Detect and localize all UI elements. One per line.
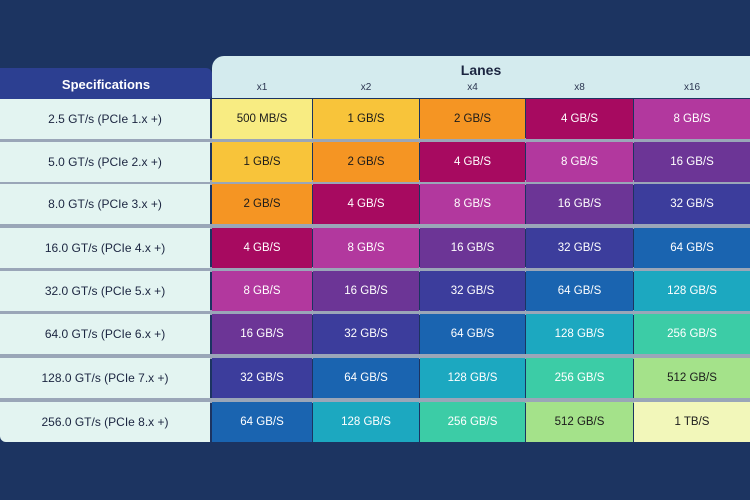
bandwidth-cell: 8 GB/S [212,271,312,311]
bandwidth-cell: 16 GB/S [634,142,750,182]
spec-cell: 32.0 GT/s (PCIe 5.x +) [0,271,210,311]
bandwidth-cell: 16 GB/S [526,184,633,224]
bandwidth-cell: 4 GB/S [313,184,419,224]
bandwidth-cell: 128 GB/S [634,271,750,311]
bandwidth-cell: 128 GB/S [420,358,525,398]
row-separator [0,354,750,359]
bandwidth-cell: 4 GB/S [212,228,312,268]
bandwidth-cell: 2 GB/S [313,142,419,182]
bandwidth-cell: 4 GB/S [420,142,525,182]
lane-label-x2: x2 [360,82,372,93]
bandwidth-cell: 512 GB/S [634,358,750,398]
bandwidth-cell: 4 GB/S [526,99,633,139]
lanes-title: Lanes [460,62,502,78]
bandwidth-cell: 8 GB/S [313,228,419,268]
lanes-header: Lanes [212,56,750,98]
bandwidth-cell: 2 GB/S [420,99,525,139]
specifications-header: Specifications [0,68,212,100]
bandwidth-cell: 32 GB/S [420,271,525,311]
lane-label-x4: x4 [467,82,478,93]
bandwidth-cell: 32 GB/S [313,314,419,354]
bandwidth-cell: 64 GB/S [212,402,312,442]
spec-cell: 64.0 GT/s (PCIe 6.x +) [0,314,210,354]
row-separator [0,138,750,143]
bandwidth-cell: 16 GB/S [420,228,525,268]
bandwidth-cell: 256 GB/S [634,314,750,354]
bandwidth-cell: 512 GB/S [526,402,633,442]
bandwidth-cell: 64 GB/S [313,358,419,398]
spec-cell: 256.0 GT/s (PCIe 8.x +) [0,402,210,442]
bandwidth-cell: 16 GB/S [313,271,419,311]
bandwidth-cell: 32 GB/S [634,184,750,224]
bandwidth-cell: 256 GB/S [420,402,525,442]
bandwidth-cell: 8 GB/S [526,142,633,182]
bandwidth-cell: 500 MB/S [212,99,312,139]
bandwidth-cell: 8 GB/S [420,184,525,224]
row-separator [0,267,750,272]
bandwidth-cell: 256 GB/S [526,358,633,398]
bandwidth-cell: 2 GB/S [212,184,312,224]
bandwidth-cell: 1 GB/S [212,142,312,182]
bandwidth-cell: 1 TB/S [634,402,750,442]
spec-cell: 8.0 GT/s (PCIe 3.x +) [0,184,210,224]
bandwidth-cell: 8 GB/S [634,99,750,139]
row-separator [0,180,750,185]
lane-label-x1: x1 [256,82,268,93]
spec-cell: 128.0 GT/s (PCIe 7.x +) [0,358,210,398]
bandwidth-cell: 1 GB/S [313,99,419,139]
lane-label-x8: x8 [574,82,585,93]
bandwidth-cell: 16 GB/S [212,314,312,354]
bandwidth-cell: 128 GB/S [526,314,633,354]
row-separator [0,224,750,229]
bandwidth-cell: 64 GB/S [420,314,525,354]
spec-cell: 5.0 GT/s (PCIe 2.x +) [0,142,210,182]
spec-cell: 16.0 GT/s (PCIe 4.x +) [0,228,210,268]
bandwidth-cell: 32 GB/S [526,228,633,268]
bandwidth-cell: 32 GB/S [212,358,312,398]
lane-label-x16: x16 [683,82,701,93]
row-separator [0,398,750,403]
spec-cell: 2.5 GT/s (PCIe 1.x +) [0,99,210,139]
bandwidth-cell: 64 GB/S [526,271,633,311]
row-separator [0,310,750,315]
bandwidth-cell: 64 GB/S [634,228,750,268]
bandwidth-cell: 128 GB/S [313,402,419,442]
